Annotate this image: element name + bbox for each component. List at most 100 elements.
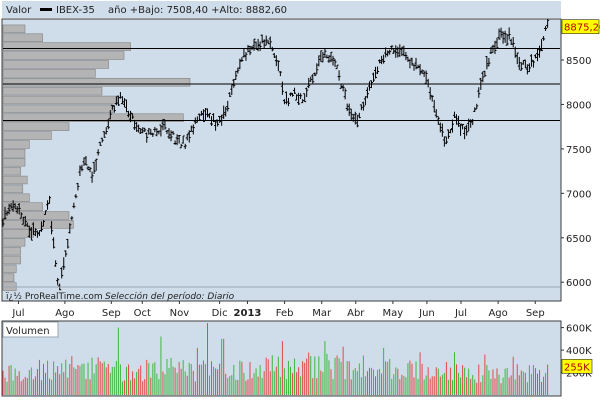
ohlc-bar — [183, 143, 187, 150]
ohlc-bar — [420, 69, 424, 74]
x-tick-label: 2013 — [234, 308, 262, 319]
ohlc-bar — [440, 123, 444, 137]
volume-profile-bar — [2, 131, 52, 140]
ohlc-bar — [100, 137, 104, 143]
footer-copyright: ï¿½ ProRealTime.com — [5, 292, 103, 302]
x-tick-label: Ago — [488, 308, 507, 319]
ohlc-bar — [163, 119, 167, 130]
ohlc-bar — [335, 64, 339, 70]
volume-profile-bar — [2, 238, 26, 247]
ohlc-bar — [141, 127, 145, 134]
ohlc-bar — [487, 57, 491, 67]
ohlc-bar — [25, 222, 29, 227]
ohlc-bar — [96, 149, 100, 156]
ohlc-bar — [147, 128, 151, 135]
ohlc-bar — [295, 94, 299, 101]
ohlc-bar — [327, 55, 331, 63]
ohlc-bar — [48, 195, 52, 204]
ohlc-bar — [78, 165, 82, 176]
price-panel: ï¿½ ProRealTime.com Selección del períod… — [1, 18, 562, 302]
ohlc-bar — [321, 51, 325, 63]
x-tick-label: Dic — [212, 308, 228, 319]
ohlc-bar — [258, 41, 262, 52]
ohlc-bar — [68, 223, 72, 234]
ohlc-bar — [511, 36, 515, 48]
ohlc-bar — [177, 135, 181, 144]
ohlc-bar — [540, 39, 544, 52]
ohlc-bar — [538, 45, 542, 58]
ohlc-bar — [29, 227, 33, 241]
ohlc-bar — [224, 106, 228, 117]
x-tick-label: Sep — [526, 308, 545, 319]
ohlc-bar — [118, 92, 122, 99]
last-volume-label: 255K — [564, 362, 590, 373]
ohlc-bar — [434, 109, 438, 118]
ohlc-bar — [404, 52, 408, 61]
volume-panel-background — [1, 320, 562, 397]
ohlc-bar — [153, 126, 157, 133]
ohlc-bar — [546, 19, 550, 28]
ohlc-bar — [432, 99, 436, 113]
price-header: Valor IBEX-35 año +Bajo: 7508,40 +Alto: … — [2, 1, 561, 18]
ohlc-bar — [459, 123, 463, 136]
price-tick-label: 8000 — [566, 100, 591, 111]
header-background — [2, 1, 561, 18]
x-tick-label: Jun — [418, 308, 435, 319]
ohlc-bar — [311, 74, 315, 84]
volume-profile-bar — [2, 255, 21, 265]
ohlc-bar — [230, 84, 234, 96]
ohlc-bar — [104, 127, 108, 135]
x-tick-label: Jul — [454, 308, 467, 319]
ohlc-bar — [293, 87, 297, 94]
ohlc-bar — [5, 210, 9, 216]
x-tick-label: Ago — [55, 308, 74, 319]
ohlc-bar — [133, 120, 137, 130]
volume-profile-bar — [2, 122, 70, 131]
ohlc-bar — [313, 72, 317, 77]
volume-profile-bar — [2, 95, 118, 105]
ohlc-bar — [116, 95, 120, 106]
ohlc-bar — [535, 48, 539, 62]
last-volume-tag — [561, 359, 593, 374]
volume-profile-bar — [2, 166, 21, 176]
price-tick-label: 8500 — [566, 56, 591, 67]
ohlc-bar — [102, 131, 106, 138]
ohlc-bar — [305, 87, 309, 97]
volume-profile-bar — [2, 69, 96, 78]
ohlc-bar — [23, 215, 27, 227]
ohlc-bar — [410, 57, 414, 66]
ohlc-bar — [64, 250, 68, 257]
ohlc-bars — [1, 19, 550, 291]
ohlc-bar — [531, 60, 535, 68]
ohlc-bar — [317, 55, 321, 67]
ohlc-bar — [378, 59, 382, 64]
ohlc-bar — [481, 71, 485, 83]
volume-profile-bar — [2, 273, 15, 282]
ohlc-bar — [228, 92, 232, 98]
ohlc-bar — [382, 54, 386, 64]
ohlc-bar — [430, 95, 434, 102]
ohlc-bar — [527, 63, 531, 72]
ohlc-bar — [307, 77, 311, 89]
volume-profile-bar — [2, 246, 21, 256]
ohlc-bar — [169, 130, 173, 142]
ohlc-bar — [525, 64, 529, 75]
ohlc-bar — [268, 36, 272, 49]
price-tick-label: 6000 — [566, 278, 591, 289]
ohlc-bar — [329, 51, 333, 63]
ohlc-bar — [272, 53, 276, 59]
ohlc-bar — [165, 130, 169, 135]
ohlc-bar — [483, 70, 487, 77]
ohlc-bar — [185, 133, 189, 141]
ohlc-bar — [171, 131, 175, 135]
volume-profile-bar — [2, 104, 114, 114]
ohlc-bar — [299, 93, 303, 100]
ohlc-bar — [515, 52, 519, 65]
volume-tick-label: 600K — [566, 324, 592, 335]
x-tick-label: Jul — [11, 308, 24, 319]
ohlc-bar — [286, 97, 290, 107]
ohlc-bar — [234, 70, 238, 80]
ohlc-bar — [341, 84, 345, 92]
price-axis: 6000 6500 7000 7500 8000 8500 8875,20 — [561, 19, 600, 289]
